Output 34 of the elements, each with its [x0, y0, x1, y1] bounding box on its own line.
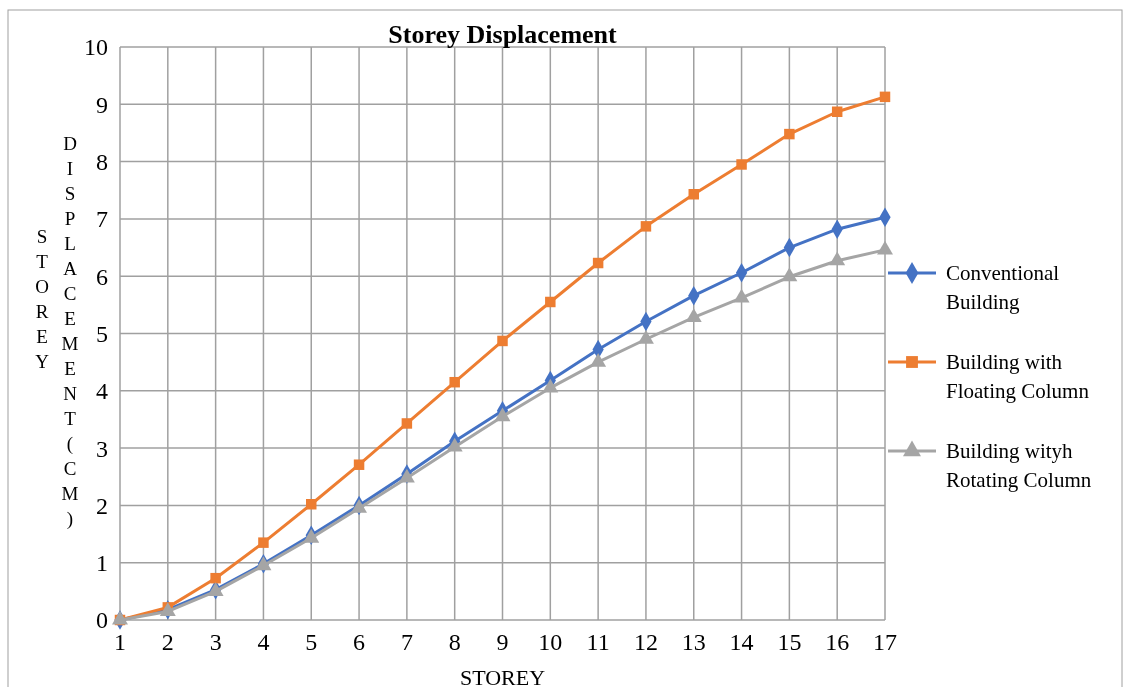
legend-label: Building wityh Rotating Column	[946, 439, 1092, 492]
y-tick-label: 4	[96, 378, 108, 405]
x-tick-label: 15	[777, 629, 802, 655]
y-tick-label: 7	[96, 206, 108, 233]
x-tick-label: 7	[400, 629, 413, 655]
legend-label: Building with Floating Column	[946, 350, 1090, 403]
x-tick-label: 17	[873, 629, 897, 655]
x-tick-label: 16	[825, 629, 850, 655]
x-tick-label: 9	[496, 629, 509, 655]
y-tick-label: 1	[96, 550, 108, 577]
y-tick-label: 3	[96, 435, 108, 462]
x-tick-label: 3	[209, 629, 222, 655]
x-tick-label: 4	[257, 629, 270, 655]
x-tick-label: 11	[586, 629, 610, 655]
legend-label: Conventional Building	[946, 261, 1060, 314]
y-tick-label: 2	[96, 492, 108, 519]
x-tick-label: 6	[353, 629, 366, 655]
x-tick-label: 8	[448, 629, 461, 655]
y-tick-label: 9	[96, 91, 108, 118]
x-tick-label: 13	[681, 629, 706, 655]
y-tick-label: 8	[96, 149, 108, 175]
x-tick-label: 14	[729, 629, 754, 655]
y-tick-label: 6	[96, 263, 108, 290]
y-axis-title: STOREY DISPLACEMENT(CM)	[31, 108, 81, 533]
x-tick-label: 2	[161, 629, 174, 655]
y-tick-label: 5	[96, 320, 108, 347]
x-tick-label: 5	[305, 629, 318, 655]
chart-title: Storey Displacement	[388, 20, 618, 49]
x-tick-label: 12	[633, 629, 658, 655]
y-tick-label: 0	[96, 607, 108, 634]
x-tick-label: 10	[538, 629, 563, 655]
x-axis-title: STOREY	[459, 665, 546, 687]
y-tick-label: 10	[84, 34, 108, 61]
x-tick-label: 1	[114, 629, 126, 655]
